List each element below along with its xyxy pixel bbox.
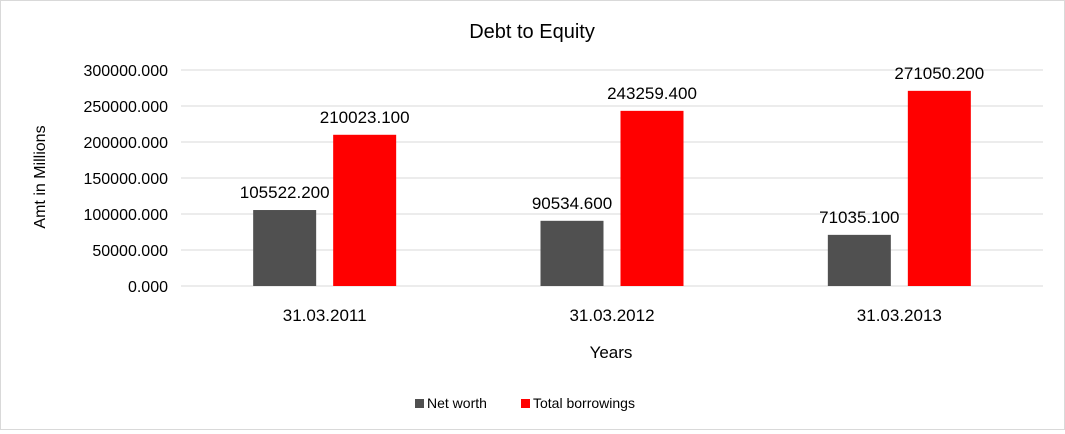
x-tick-label: 31.03.2011 — [283, 306, 367, 325]
y-tick-label: 100000.000 — [83, 207, 168, 224]
data-labels: 105522.200 210023.100 90534.600 243259.400 7… — [240, 64, 984, 227]
x-axis-label: Years — [590, 343, 633, 362]
data-label: 71035.100 — [819, 208, 899, 227]
data-label: 243259.400 — [607, 84, 697, 103]
data-label: 210023.100 — [320, 108, 410, 127]
legend: Net worth Total borrowings — [415, 395, 635, 411]
legend-swatch — [415, 399, 424, 408]
bar-total-borrowings — [620, 110, 684, 286]
bars — [253, 90, 971, 286]
y-tick-label: 250000.000 — [83, 99, 168, 116]
data-label: 105522.200 — [240, 183, 330, 202]
y-tick-label: 50000.000 — [92, 243, 168, 260]
bar-net-worth — [540, 220, 604, 286]
legend-swatch — [521, 399, 530, 408]
legend-label: Net worth — [427, 395, 487, 411]
data-label: 90534.600 — [532, 194, 612, 213]
bar-net-worth — [827, 234, 891, 286]
bar-net-worth — [253, 210, 317, 286]
bar-total-borrowings — [333, 134, 397, 286]
y-tick-label: 150000.000 — [83, 171, 168, 188]
y-tick-label: 300000.000 — [83, 63, 168, 80]
y-axis-ticks: 0.000 50000.000 100000.000 150000.000 200000… — [83, 63, 168, 296]
chart-title: Debt to Equity — [469, 21, 595, 43]
legend-label: Total borrowings — [533, 395, 635, 411]
x-tick-label: 31.03.2013 — [857, 306, 942, 325]
x-axis-ticks: 31.03.2011 31.03.2012 31.03.2013 — [283, 306, 942, 325]
x-tick-label: 31.03.2012 — [569, 306, 654, 325]
y-tick-label: 200000.000 — [83, 135, 168, 152]
y-axis-label: Amt in Millions — [32, 125, 49, 228]
bar-total-borrowings — [907, 90, 971, 286]
y-tick-label: 0.000 — [128, 279, 168, 296]
data-label: 271050.200 — [894, 64, 984, 83]
gridlines — [181, 69, 1043, 287]
